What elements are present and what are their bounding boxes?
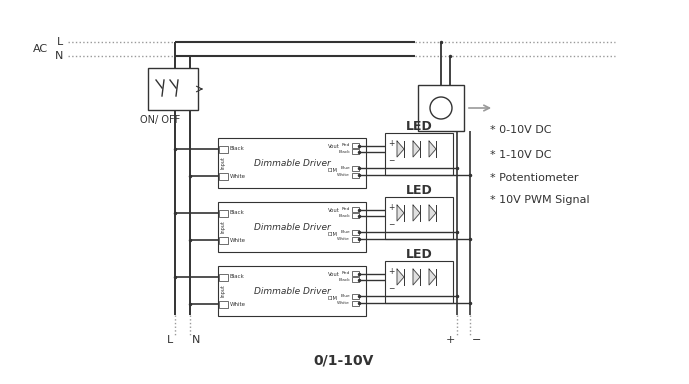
Text: Vout: Vout [328, 144, 340, 149]
Bar [219, 146, 228, 153]
Bar [352, 207, 359, 212]
Text: Red: Red [342, 207, 350, 211]
Text: −: − [388, 220, 394, 230]
Text: White: White [230, 237, 246, 243]
Text: Vout: Vout [328, 207, 340, 212]
Bar [352, 277, 359, 282]
Text: +: + [388, 202, 394, 212]
Bar [352, 143, 359, 148]
Bar [352, 149, 359, 154]
Text: DIM: DIM [328, 296, 338, 301]
Text: DIM: DIM [328, 167, 338, 172]
Text: Input: Input [220, 220, 225, 233]
Bar [218, 202, 366, 252]
Text: Black: Black [230, 147, 245, 152]
Bar [352, 230, 359, 235]
Polygon shape [397, 141, 404, 157]
Text: White: White [337, 301, 350, 305]
Text: L: L [56, 37, 63, 47]
Polygon shape [413, 141, 420, 157]
Text: * 10V PWM Signal: * 10V PWM Signal [490, 195, 590, 205]
Bar [219, 301, 228, 308]
Text: Dimmable Driver: Dimmable Driver [254, 222, 330, 232]
Text: White: White [230, 301, 246, 306]
Text: * Potentiometer: * Potentiometer [490, 173, 579, 183]
Bar [352, 213, 359, 218]
Text: −: − [388, 285, 394, 293]
Text: Blue: Blue [340, 166, 350, 170]
Text: AC: AC [33, 44, 48, 54]
Text: Blue: Blue [340, 294, 350, 298]
Text: ON/ OFF: ON/ OFF [140, 115, 181, 125]
Text: LED: LED [406, 248, 433, 262]
Text: +: + [446, 335, 455, 345]
Text: Black: Black [338, 278, 350, 282]
Bar [148, 68, 198, 110]
Text: −: − [472, 335, 482, 345]
Text: Blue: Blue [340, 230, 350, 234]
Bar [352, 294, 359, 299]
Text: White: White [230, 174, 246, 179]
Text: Black: Black [230, 275, 245, 280]
Text: White: White [337, 237, 350, 241]
Bar [385, 133, 453, 175]
Polygon shape [429, 269, 436, 285]
Text: LED: LED [406, 121, 433, 134]
Text: Red: Red [342, 271, 350, 275]
Bar [218, 138, 366, 188]
Text: N: N [192, 335, 200, 345]
Polygon shape [397, 205, 404, 221]
Bar [352, 271, 359, 276]
Text: Input: Input [220, 157, 225, 169]
Text: −: − [388, 157, 394, 166]
Text: Input: Input [220, 285, 225, 298]
Bar [385, 197, 453, 239]
Text: * 1-10V DC: * 1-10V DC [490, 150, 551, 160]
Bar [218, 266, 366, 316]
Text: LED: LED [406, 184, 433, 197]
Text: DIM: DIM [328, 232, 338, 237]
Polygon shape [397, 269, 404, 285]
Text: Vout: Vout [328, 271, 340, 276]
Bar [352, 301, 359, 306]
Text: +: + [388, 266, 394, 275]
Text: Black: Black [338, 150, 350, 154]
Bar [219, 173, 228, 180]
Polygon shape [413, 269, 420, 285]
Text: N: N [54, 51, 63, 61]
Text: White: White [337, 173, 350, 177]
Polygon shape [429, 141, 436, 157]
Polygon shape [413, 205, 420, 221]
Text: 0/1-10V: 0/1-10V [313, 353, 374, 367]
Bar [219, 210, 228, 217]
Polygon shape [429, 205, 436, 221]
Text: Dimmable Driver: Dimmable Driver [254, 159, 330, 167]
Text: * 0-10V DC: * 0-10V DC [490, 125, 551, 135]
Bar [352, 166, 359, 171]
Bar [352, 237, 359, 242]
Text: L: L [167, 335, 173, 345]
Text: Black: Black [338, 214, 350, 218]
Text: +: + [388, 139, 394, 147]
Bar [385, 261, 453, 303]
Text: Red: Red [342, 143, 350, 147]
Bar [219, 274, 228, 281]
Bar [418, 85, 464, 131]
Text: Black: Black [230, 210, 245, 215]
Text: Dimmable Driver: Dimmable Driver [254, 286, 330, 296]
Bar [352, 173, 359, 178]
Bar [219, 237, 228, 244]
